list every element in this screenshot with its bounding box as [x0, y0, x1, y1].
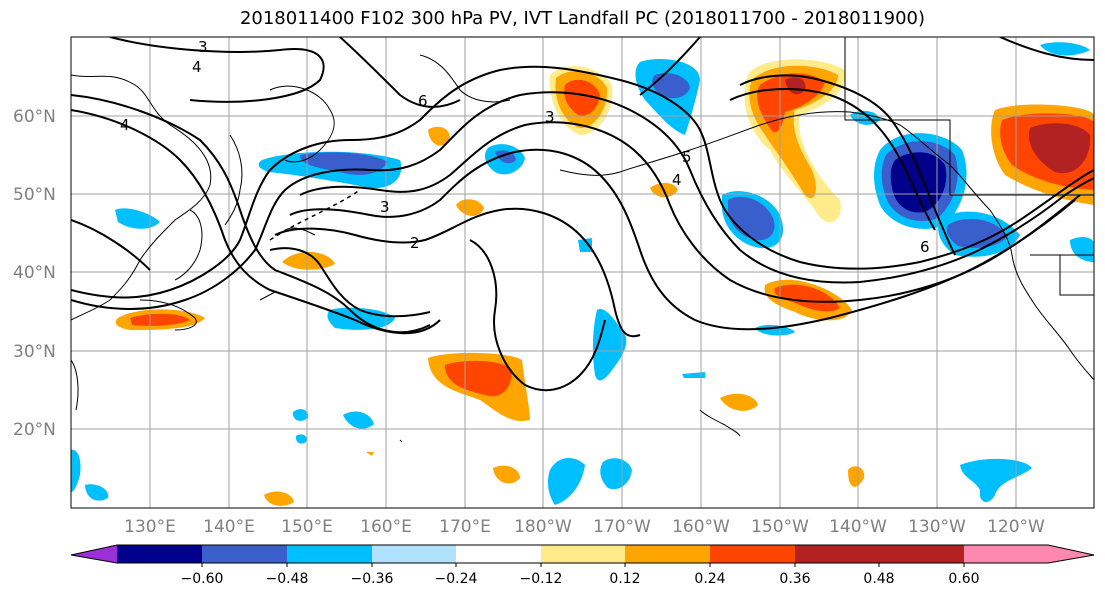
contour-label: 4: [192, 58, 202, 76]
lon-label: 160°W: [672, 517, 730, 537]
colorbar-segment: [541, 545, 625, 563]
contour-labels: 3 4 4 6 3 3 2 4 5 6: [120, 38, 930, 256]
colorbar-segment: [117, 545, 202, 563]
contour-label: 4: [120, 116, 130, 134]
negative-anomaly: [600, 458, 632, 490]
positive-anomaly: [720, 393, 758, 411]
lon-label: 130°W: [908, 517, 966, 537]
colorbar-segment: [372, 545, 456, 563]
colorbar-tick-label: −0.12: [520, 571, 563, 587]
lon-label: 170°W: [593, 517, 651, 537]
colorbar-segment: [625, 545, 710, 563]
lat-label: 40°N: [13, 263, 56, 283]
map-border: [70, 36, 1095, 509]
lat-label: 20°N: [13, 420, 56, 440]
colorbar-segment: [202, 545, 287, 563]
negative-anomaly: [946, 218, 1008, 248]
colorbar-segment: [879, 545, 964, 563]
coastlines: [71, 37, 1094, 443]
colorbar-tick-label: −0.24: [435, 571, 478, 587]
longitude-labels: 130°E 140°E 150°E 160°E 170°E 180°W 170°…: [124, 517, 1045, 537]
colorbar-tick-label: 0.36: [779, 571, 810, 587]
contour-label: 6: [920, 238, 930, 256]
colorbar-tick-label: 0.12: [609, 571, 640, 587]
positive-anomaly: [774, 284, 840, 312]
negative-anomaly: [547, 458, 585, 505]
colorbar-segment: [964, 545, 1048, 563]
negative-anomaly: [592, 309, 627, 381]
positive-anomaly: [282, 251, 335, 270]
negative-anomaly: [652, 73, 690, 99]
contour-label: 2: [410, 234, 420, 252]
map-title: 2018011400 F102 300 hPa PV, IVT Landfall…: [239, 8, 926, 29]
colorbar-extend-high: [1048, 545, 1094, 563]
contour-label: 3: [198, 38, 208, 56]
negative-anomaly: [85, 484, 109, 501]
positive-anomaly: [456, 199, 484, 216]
colorbar-tick-label: −0.48: [266, 571, 309, 587]
negative-anomaly: [960, 458, 1032, 502]
positive-anomaly: [757, 73, 825, 133]
negative-anomaly: [343, 411, 374, 429]
colorbar-tick-label: 0.24: [694, 571, 725, 587]
lat-label: 60°N: [13, 107, 56, 127]
lon-label: 130°E: [124, 517, 176, 537]
dashed-contour: [269, 189, 361, 241]
negative-anomaly: [1040, 42, 1090, 56]
positive-anomaly: [445, 360, 512, 397]
contour-label: 3: [545, 108, 555, 126]
contour-label: 4: [672, 171, 682, 189]
negative-anomaly: [578, 238, 592, 252]
positive-anomaly: [428, 126, 450, 146]
lon-label: 150°E: [281, 517, 333, 537]
colorbar-segment: [287, 545, 372, 563]
colorbar-outline: [70, 544, 1095, 564]
positive-anomaly: [130, 313, 190, 326]
colorbar-tick-label: −0.60: [181, 571, 224, 587]
negative-anomaly: [71, 449, 81, 492]
positive-anomaly: [493, 465, 520, 484]
colorbar-segment: [456, 545, 541, 563]
colorbar-tick-label: 0.60: [948, 571, 979, 587]
positive-anomaly: [366, 452, 374, 456]
positive-anomaly: [564, 79, 600, 116]
lon-label: 160°E: [360, 517, 412, 537]
lon-label: 170°E: [439, 517, 491, 537]
contour-label: 5: [682, 148, 692, 166]
colorbar-extend-low: [71, 545, 117, 563]
negative-anomaly: [115, 208, 160, 229]
positive-anomaly: [1028, 123, 1091, 174]
colorbar-segment: [795, 545, 879, 563]
lat-label: 50°N: [13, 185, 56, 205]
colorbar: −0.60 −0.48 −0.36 −0.24 −0.12 0.12 0.24 …: [70, 544, 1095, 587]
lon-label: 180°W: [514, 517, 572, 537]
colorbar-segment: [710, 545, 795, 563]
negative-anomaly: [682, 372, 705, 378]
negative-anomaly: [295, 434, 307, 444]
colorbar-tick-label: −0.36: [351, 571, 394, 587]
colorbar-tick-label: 0.48: [863, 571, 894, 587]
positive-anomaly: [848, 466, 865, 487]
negative-anomaly: [1070, 237, 1094, 262]
lon-label: 140°W: [829, 517, 887, 537]
lat-label: 30°N: [13, 342, 56, 362]
lon-label: 150°W: [751, 517, 809, 537]
contour-label: 3: [380, 198, 390, 216]
contour-label: 6: [418, 92, 428, 110]
negative-anomaly: [728, 196, 775, 241]
negative-anomaly: [292, 409, 309, 421]
contour-lines: [71, 37, 1094, 392]
latitude-labels: 60°N 50°N 40°N 30°N 20°N: [13, 107, 56, 440]
negative-anomaly: [755, 325, 795, 336]
positive-anomaly: [264, 491, 294, 506]
lon-label: 140°E: [203, 517, 255, 537]
lon-label: 120°W: [987, 517, 1045, 537]
